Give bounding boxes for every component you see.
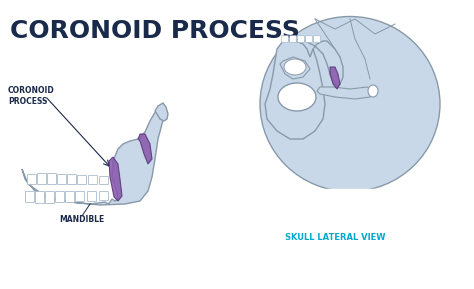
Polygon shape: [138, 134, 152, 164]
Polygon shape: [22, 107, 165, 205]
FancyBboxPatch shape: [298, 36, 304, 42]
FancyBboxPatch shape: [100, 177, 109, 184]
Ellipse shape: [278, 83, 316, 111]
Text: MANDIBLE: MANDIBLE: [59, 214, 105, 223]
Polygon shape: [283, 39, 343, 86]
FancyBboxPatch shape: [290, 36, 296, 42]
FancyBboxPatch shape: [67, 175, 76, 184]
Text: SKULL LATERAL VIEW: SKULL LATERAL VIEW: [285, 232, 385, 242]
FancyBboxPatch shape: [55, 192, 64, 203]
FancyBboxPatch shape: [65, 192, 74, 203]
Polygon shape: [265, 39, 325, 139]
FancyBboxPatch shape: [75, 192, 84, 201]
FancyBboxPatch shape: [37, 173, 46, 184]
Polygon shape: [155, 103, 168, 121]
FancyBboxPatch shape: [314, 36, 320, 42]
FancyBboxPatch shape: [36, 192, 45, 203]
FancyBboxPatch shape: [26, 192, 35, 203]
Ellipse shape: [368, 85, 378, 97]
FancyBboxPatch shape: [78, 175, 86, 184]
Polygon shape: [330, 67, 340, 89]
FancyBboxPatch shape: [88, 192, 97, 201]
FancyBboxPatch shape: [306, 36, 312, 42]
FancyBboxPatch shape: [27, 175, 36, 184]
FancyBboxPatch shape: [89, 175, 98, 184]
FancyBboxPatch shape: [57, 175, 66, 184]
FancyBboxPatch shape: [282, 36, 288, 42]
Ellipse shape: [260, 16, 440, 192]
FancyBboxPatch shape: [100, 192, 109, 201]
Ellipse shape: [284, 59, 306, 75]
Polygon shape: [109, 157, 122, 201]
FancyBboxPatch shape: [46, 192, 55, 203]
Polygon shape: [280, 57, 310, 79]
FancyBboxPatch shape: [47, 173, 56, 184]
Text: CORONOID PROCESS: CORONOID PROCESS: [10, 19, 300, 43]
Polygon shape: [317, 87, 373, 99]
Text: CORONOID
PROCESS: CORONOID PROCESS: [8, 86, 55, 106]
